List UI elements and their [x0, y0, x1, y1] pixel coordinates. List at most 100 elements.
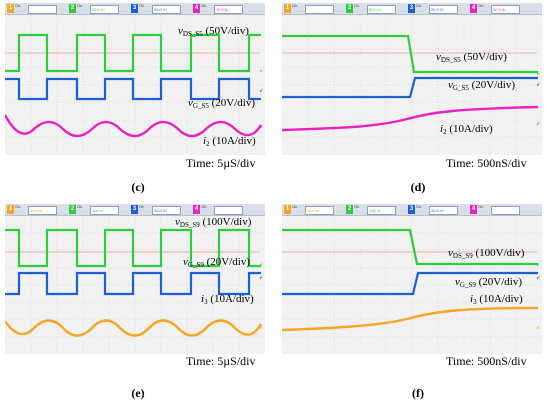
current-trace [5, 114, 263, 138]
ch1-marker: ↲ [259, 325, 263, 331]
channel-number: 3 [408, 4, 415, 13]
waveform-svg: ↲ ↲ ↲ [5, 216, 265, 354]
channel-number: 3 [408, 205, 415, 214]
ch2-marker: ↲ [536, 262, 540, 268]
scope-panel-d: 1 On 2 On 50.0 V/ 3 On 20.0 V/ 4 On 10.0 A/ ↲ ↲… [282, 3, 542, 155]
channel-scale: 20.0 V/ [429, 206, 458, 215]
channel-header: 1 On 2 On 50.0 V/ 3 On 20.0 V/ 4 On 10.0 A/ [5, 3, 265, 15]
channel-scale: 100 V/ [367, 206, 396, 215]
caption-c: (c) [131, 180, 145, 194]
channel-number: 3 [131, 205, 138, 214]
vds-trace [5, 228, 261, 268]
channel-state: On [478, 3, 484, 8]
vg-label: vG_S5 (20V/div) [188, 97, 255, 110]
channel-scale [28, 5, 57, 14]
current-label: i2 (10A/div) [440, 123, 493, 136]
channel-state: On [478, 204, 484, 209]
vds-label: vDS_S5 (50V/div) [178, 25, 249, 38]
channel-scale: 20.0 V/ [429, 5, 458, 14]
scope-panel-e: 1 On 10.0 A/ 2 On 100 V/ 3 On 20.0 V/ 4 On ↲ ↲ … [5, 204, 265, 354]
caption-f: (f) [412, 386, 424, 400]
ch3-marker: ↲ [536, 275, 540, 281]
time-scale-c: Time: 5µS/div [186, 156, 256, 170]
channel-number: 4 [193, 4, 200, 13]
channel-state: On [77, 204, 83, 209]
channel-state: On [139, 3, 145, 8]
current-trace [282, 306, 539, 332]
channel-state: On [416, 204, 422, 209]
current-label: i3 (10A/div) [201, 293, 254, 306]
current-label: i3 (10A/div) [470, 293, 523, 306]
vg-trace [5, 271, 261, 296]
vds-trace [5, 33, 261, 73]
time-scale-f: Time: 500nS/div [446, 354, 527, 368]
vds-label: vDS_S9 (100V/div) [448, 247, 525, 260]
ch4-marker: ↲ [536, 121, 540, 127]
channel-state: On [201, 204, 207, 209]
ch2-marker: ↲ [259, 68, 263, 74]
vg-trace [282, 76, 538, 99]
ch1-marker: ↲ [536, 325, 540, 331]
channel-state: On [354, 3, 360, 8]
channel-number: 4 [470, 4, 477, 13]
channel-state: On [292, 3, 298, 8]
time-scale-e: Time: 5µS/div [186, 354, 256, 368]
ch2-marker: ↲ [536, 71, 540, 77]
channel-scale: 20.0 V/ [152, 206, 181, 215]
channel-header: 1 On 2 On 50.0 V/ 3 On 20.0 V/ 4 On 10.0 A/ [282, 3, 542, 15]
channel-state: On [15, 3, 21, 8]
channel-header: 1 On 10.0 A/ 2 On 100 V/ 3 On 20.0 V/ 4 On [282, 204, 542, 216]
channel-scale [305, 5, 334, 14]
waveform-svg: ↲ ↲ ↲ [5, 15, 265, 155]
current-trace [5, 319, 263, 337]
waveform-svg: ↲ ↲ ↲ [282, 15, 542, 155]
current-trace [282, 105, 539, 132]
channel-number: 1 [284, 205, 291, 214]
channel-state: On [416, 3, 422, 8]
vg-trace [282, 271, 538, 296]
channel-scale: 50.0 V/ [367, 5, 396, 14]
waveform-svg: ↲ ↲ ↲ [282, 216, 542, 354]
vg-label: vG_S5 (20V/div) [448, 79, 515, 92]
ch2-marker: ↲ [259, 262, 263, 268]
channel-scale: 100 V/ [90, 206, 119, 215]
vg-trace [5, 77, 261, 101]
channel-state: On [77, 3, 83, 8]
vds-trace [282, 228, 538, 266]
channel-scale: 50.0 V/ [90, 5, 119, 14]
waveform-plot: ↲ ↲ ↲ [5, 216, 265, 354]
vds-label: vDS_S5 (50V/div) [436, 51, 507, 64]
channel-scale [214, 206, 243, 215]
channel-state: On [201, 3, 207, 8]
vds-trace [282, 34, 538, 74]
channel-number: 2 [69, 205, 76, 214]
waveform-plot: ↲ ↲ ↲ [282, 216, 542, 354]
scope-panel-c: 1 On 2 On 50.0 V/ 3 On 20.0 V/ 4 On 10.0 A/ ↲ ↲… [5, 3, 265, 155]
channel-state: On [139, 204, 145, 209]
ch3-marker: ↲ [259, 275, 263, 281]
channel-scale: 10.0 A/ [491, 5, 520, 14]
scope-panel-f: 1 On 10.0 A/ 2 On 100 V/ 3 On 20.0 V/ 4 On ↲ ↲ … [282, 204, 542, 354]
channel-scale [491, 206, 520, 215]
channel-number: 1 [7, 205, 14, 214]
ch3-marker: ↲ [536, 82, 540, 88]
current-label: i2 (10A/div) [203, 135, 256, 148]
channel-state: On [292, 204, 298, 209]
waveform-plot: ↲ ↲ ↲ [5, 15, 265, 155]
channel-number: 2 [346, 4, 353, 13]
channel-number: 4 [470, 205, 477, 214]
channel-number: 3 [131, 4, 138, 13]
channel-scale: 10.0 A/ [214, 5, 243, 14]
channel-number: 1 [7, 4, 14, 13]
channel-state: On [15, 204, 21, 209]
vds-label: vDS_S9 (100V/div) [175, 216, 252, 229]
channel-number: 4 [193, 205, 200, 214]
channel-number: 2 [69, 4, 76, 13]
channel-state: On [354, 204, 360, 209]
vg-label: vG_S9 (20V/div) [183, 256, 250, 269]
ch4-marker: ↲ [259, 124, 263, 130]
vg-label: vG_S9 (20V/div) [455, 276, 522, 289]
channel-scale: 10.0 A/ [305, 206, 334, 215]
caption-e: (e) [131, 386, 145, 400]
ch3-marker: ↲ [259, 88, 263, 94]
